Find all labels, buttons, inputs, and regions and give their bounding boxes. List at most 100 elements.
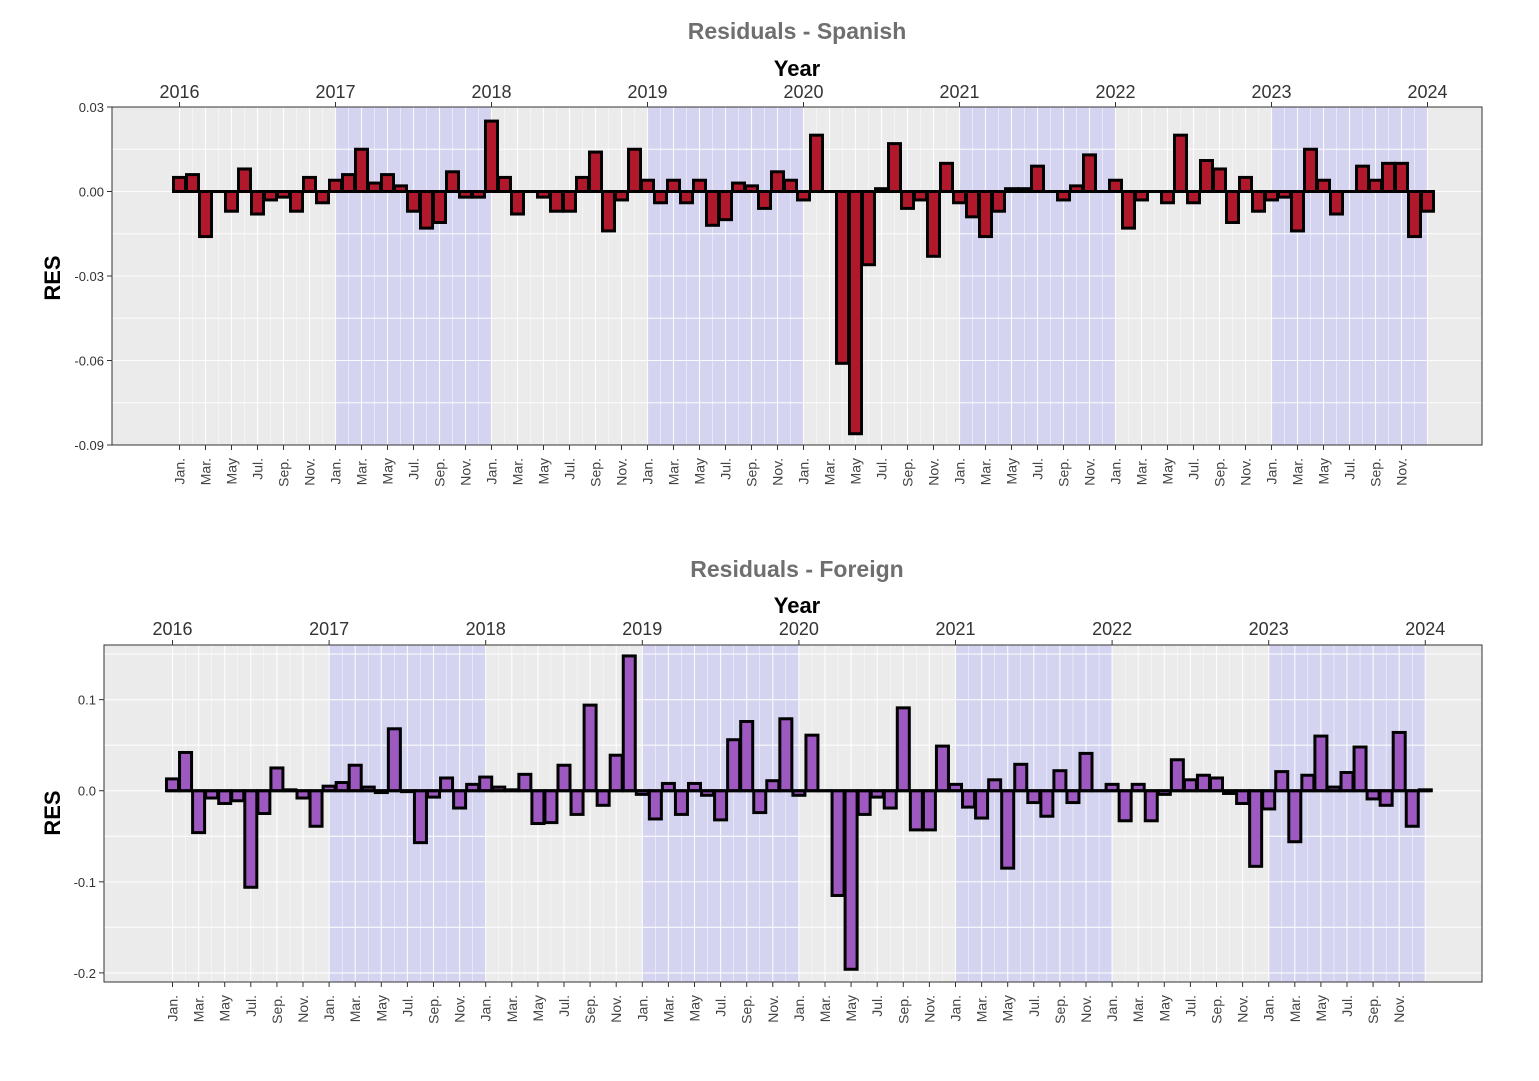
month-tick-label: Jul. [718,458,734,480]
bar [895,706,911,793]
bar [965,190,980,219]
bar [1339,771,1355,793]
bar [861,190,876,267]
bar [1303,147,1318,193]
month-tick-label: Mar. [347,995,363,1022]
month-tick-label: May [1004,458,1020,484]
month-tick-label: May [224,458,240,484]
month-tick-label: Mar. [1134,458,1150,485]
bar [1013,762,1029,793]
month-tick-label: Nov. [1391,995,1407,1023]
year-tick-label: 2022 [1095,82,1135,102]
bar [1121,190,1136,230]
month-tick-label: Jan. [952,458,968,484]
month-tick-label: Jan. [796,458,812,484]
y-tick-label: 0.0 [78,784,96,799]
month-tick-label: Sep. [269,995,285,1024]
bar [1404,789,1420,828]
bar [478,775,494,793]
bar [452,789,468,810]
month-tick-label: Sep. [588,458,604,487]
month-tick-label: May [843,995,859,1021]
bar [354,147,369,193]
bar [601,190,616,233]
bar [882,789,898,810]
bar [783,178,798,194]
year-tick-label: 2023 [1249,619,1289,639]
year-tick-label: 2021 [939,82,979,102]
bar [172,175,187,194]
month-tick-label: Nov. [926,458,942,486]
year-tick-label: 2023 [1251,82,1291,102]
month-tick-label: Mar. [660,995,676,1022]
month-tick-label: Mar. [198,458,214,485]
month-tick-label: Jan. [640,458,656,484]
bar [380,173,395,194]
bar [1108,178,1123,194]
month-tick-label: Sep. [739,995,755,1024]
bar [1173,133,1188,194]
bar [1238,175,1253,194]
bar [1251,190,1266,213]
bar [289,190,304,213]
bar [1378,789,1394,807]
bar [543,789,559,825]
chart-panel-1: 0.03 0.00 -0.03 -0.06 -0.09 2016 2017 2018 2019 2… [40,18,1483,487]
month-tick-label: Mar. [666,458,682,485]
bar [1300,773,1316,793]
bar [921,789,937,832]
bar [250,190,265,216]
bar [1290,190,1305,233]
bar [575,175,590,194]
bar [621,654,637,793]
month-tick-label: Jul. [1339,995,1355,1017]
x-axis-title: Year [774,593,821,618]
bar [1082,153,1097,193]
bar [237,167,252,193]
bar [713,789,729,822]
month-tick-label: Mar. [191,995,207,1022]
bar [856,789,872,816]
bar [692,178,707,194]
bar [256,789,272,816]
bar [517,772,533,793]
year-tick-label: 2024 [1405,619,1445,639]
year-tick-label: 2018 [471,82,511,102]
month-tick-label: Jul. [250,458,266,480]
bar [1065,789,1081,805]
month-tick-label: Mar. [510,458,526,485]
bar [1391,730,1407,793]
bar [908,789,924,832]
bar [666,178,681,194]
bar [679,190,694,205]
month-tick-label: Jul. [562,458,578,480]
month-tick-label: May [380,458,396,484]
bar [1316,178,1331,194]
y-axis-title: RES [40,790,65,835]
y-tick-label: -0.2 [74,966,96,981]
bar [1287,789,1303,844]
bar [1329,190,1344,216]
month-tick-label: Nov. [452,995,468,1023]
month-tick-label: Mar. [1287,995,1303,1022]
year-tick-label: 2020 [783,82,823,102]
bar [582,703,598,793]
bar [315,190,330,205]
chart-panel-2: 0.1 0.0 -0.1 -0.2 2016 2017 2018 2019 2020 2021 20… [40,556,1483,1024]
panel-border [103,644,1483,983]
y-tick-label: -0.06 [74,354,104,369]
bar [347,763,363,793]
bar [588,150,603,193]
bar [804,733,820,793]
bar [419,190,434,230]
month-tick-label: Jul. [243,995,259,1017]
bar [1143,789,1159,823]
month-tick-label: Jul. [406,458,422,480]
bar [934,744,950,793]
month-tick-label: Sep. [276,458,292,487]
bar [843,789,859,971]
month-tick-label: Nov. [302,458,318,486]
y-tick-label: -0.03 [74,269,104,284]
month-tick-label: May [692,458,708,484]
